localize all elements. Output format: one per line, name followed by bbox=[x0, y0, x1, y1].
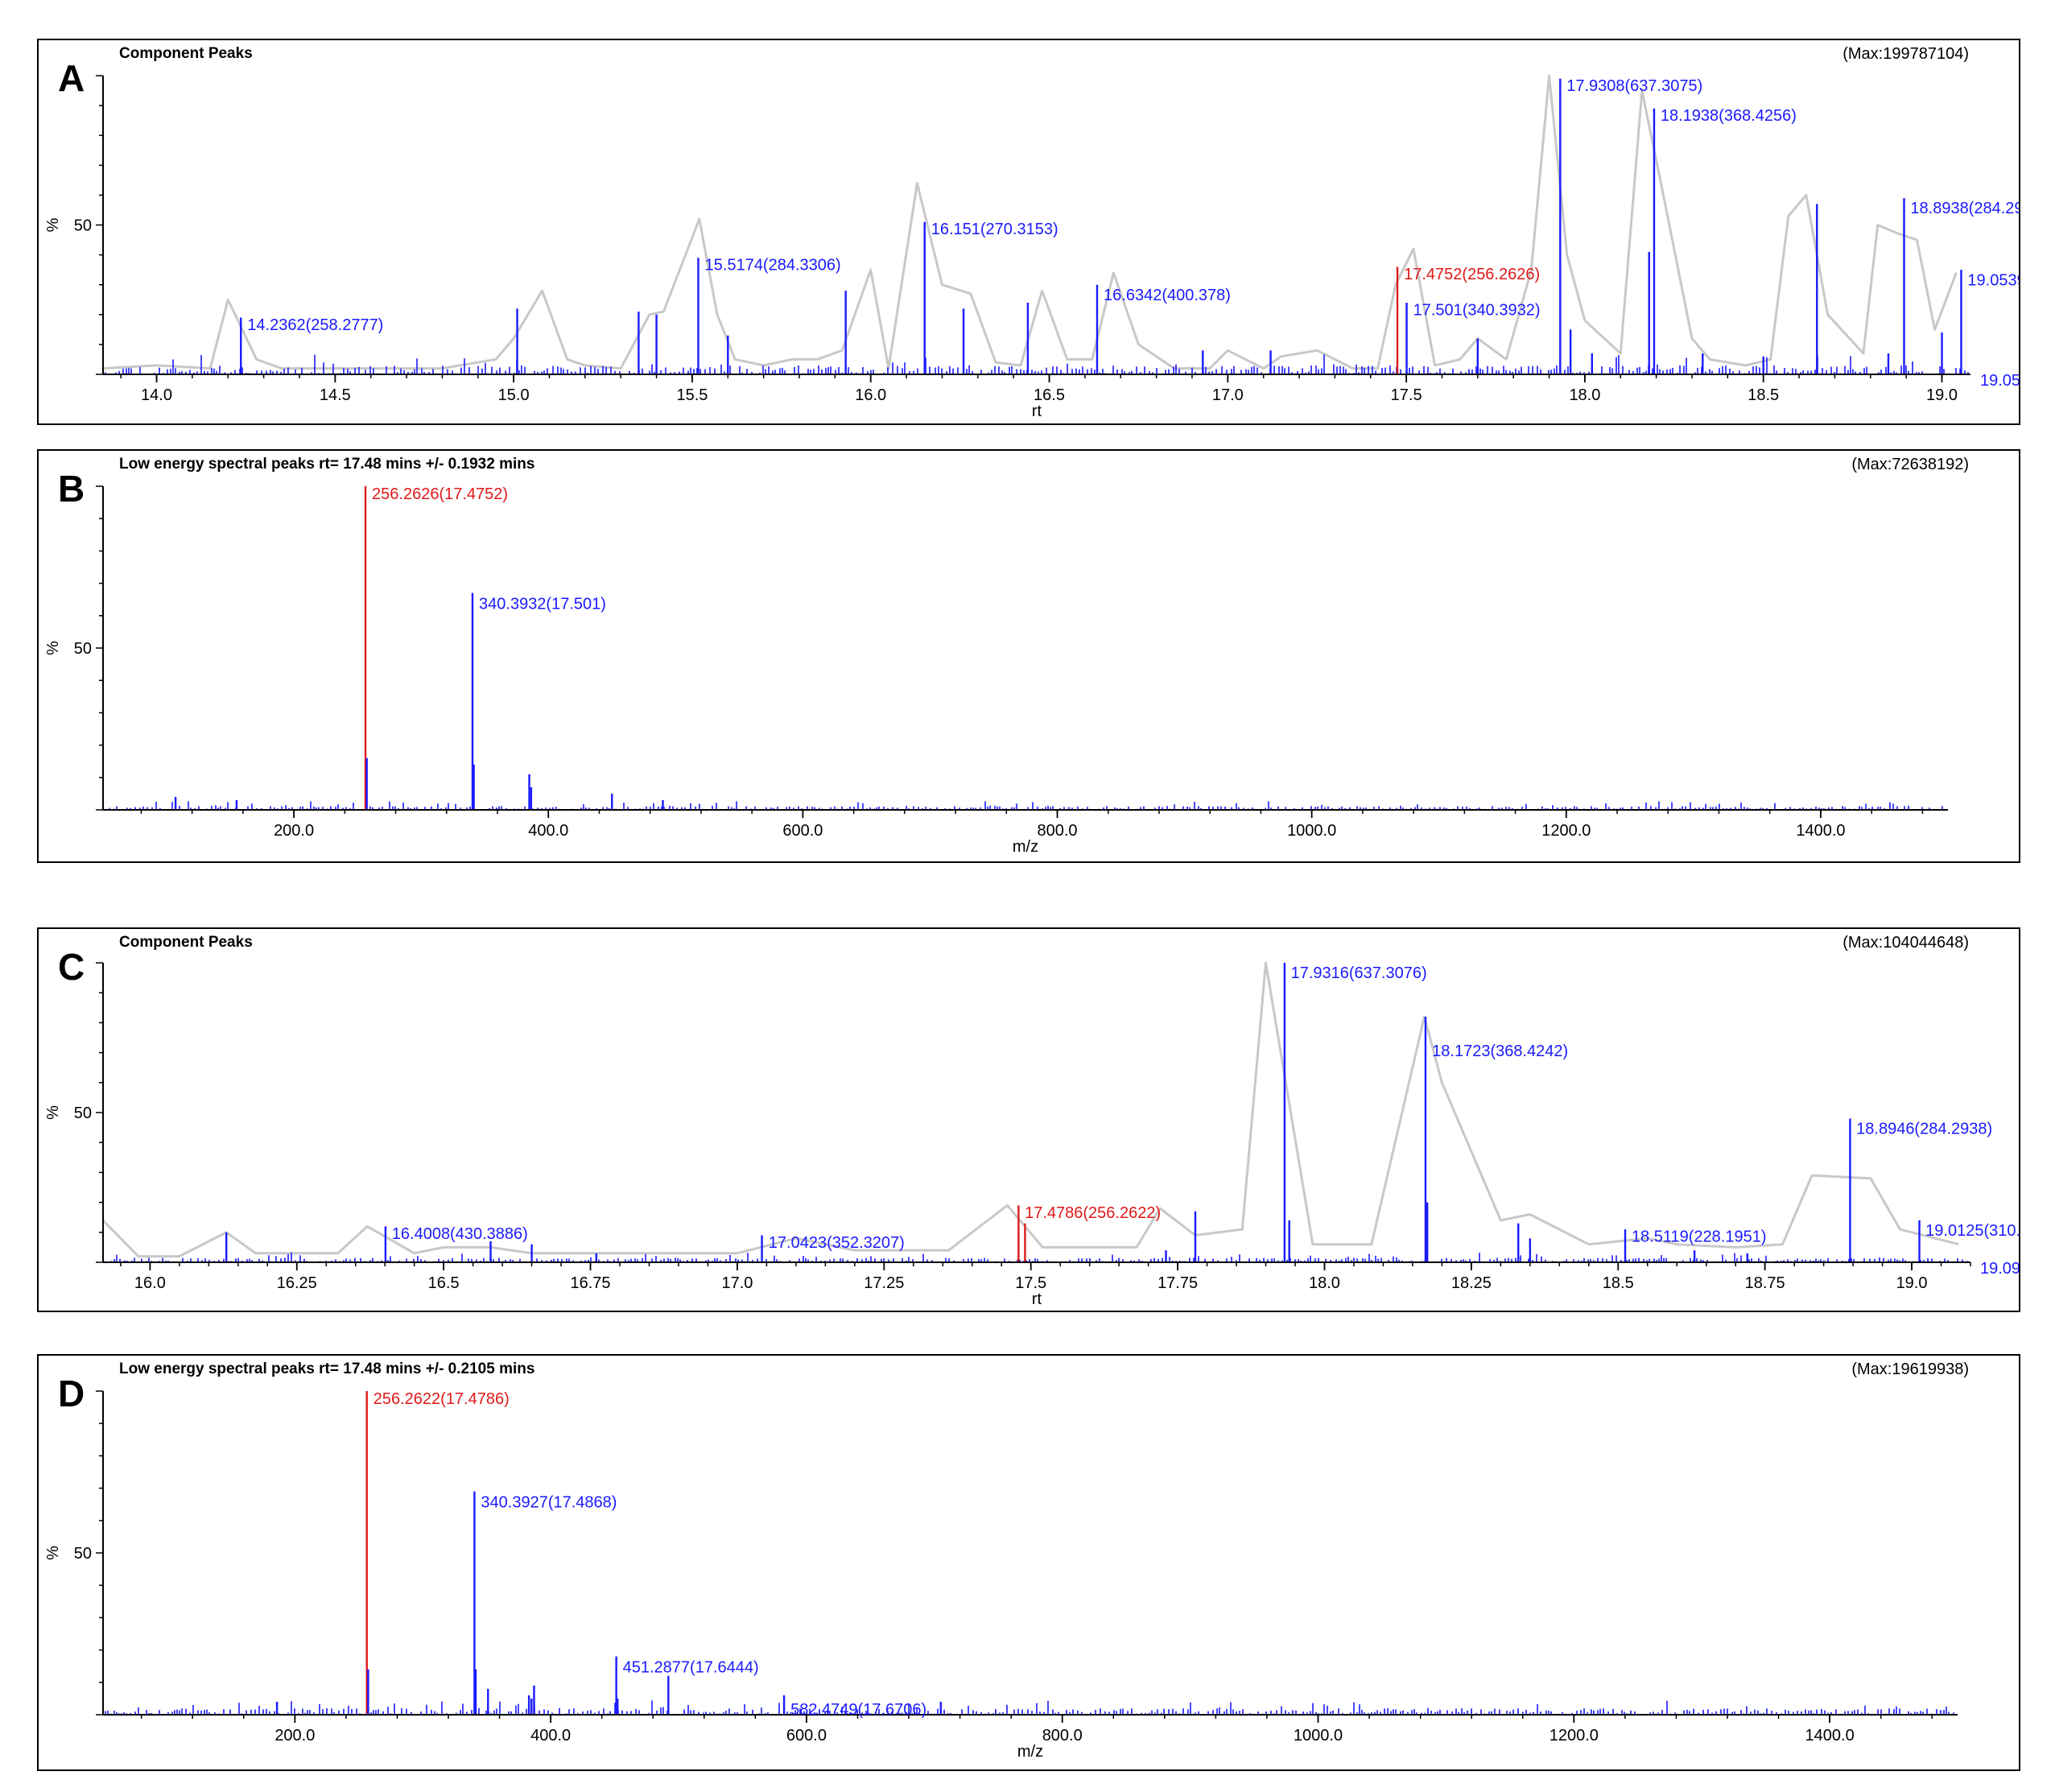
x-tick-label: 14.0 bbox=[141, 386, 172, 404]
x-axis-label: rt bbox=[1032, 1290, 1042, 1308]
x-tick-label: 18.25 bbox=[1451, 1274, 1492, 1292]
x-tick-label: 17.0 bbox=[721, 1274, 753, 1292]
max-intensity-label: (Max:104044648) bbox=[1842, 934, 1969, 952]
peak-annotation: 256.2626(17.4752) bbox=[372, 485, 508, 503]
peak-annotation: 451.2877(17.6444) bbox=[623, 1659, 759, 1677]
y-axis-label: % bbox=[44, 1546, 62, 1560]
x-axis-label: m/z bbox=[1013, 838, 1038, 856]
peak-annotation: 18.1938(368.4256) bbox=[1661, 107, 1797, 125]
max-intensity-label: (Max:199787104) bbox=[1842, 45, 1969, 63]
peak-annotation: 17.9316(637.3076) bbox=[1291, 964, 1427, 982]
peak-annotation: 340.3932(17.501) bbox=[479, 596, 606, 613]
chart-panel-c: C Component Peaks (Max:104044648) 50% 16.… bbox=[37, 927, 2020, 1312]
x-tick-label: 15.5 bbox=[676, 386, 708, 404]
x-tick-label: 16.0 bbox=[134, 1274, 166, 1292]
x-tick-label: 400.0 bbox=[530, 1727, 571, 1745]
peak-annotation: 18.8946(284.2938) bbox=[1856, 1121, 1992, 1138]
x-tick-label: 16.75 bbox=[571, 1274, 611, 1292]
x-tick-label: 17.75 bbox=[1157, 1274, 1198, 1292]
peak-annotation: 16.6342(400.378) bbox=[1104, 287, 1231, 304]
peak-annotation: 17.501(340.3932) bbox=[1413, 301, 1541, 319]
x-tick-label: 17.0 bbox=[1212, 386, 1244, 404]
peak-annotation: 18.8938(284.29 bbox=[1910, 200, 2020, 217]
peak-annotation: 19.0539 bbox=[1967, 271, 2020, 289]
x-tick-label: 400.0 bbox=[528, 822, 568, 840]
peak-annotation: 17.4752(256.2626) bbox=[1404, 266, 1540, 283]
x-tick-label: 14.5 bbox=[320, 386, 351, 404]
y-axis-label: % bbox=[44, 641, 62, 655]
spectrum-plot: 50% 200.0 400.0 600.0 800.0 1000.0 1200.0 1400.… bbox=[44, 1390, 1958, 1761]
x-tick-label: 600.0 bbox=[782, 822, 823, 840]
peak-annotation: 340.3927(17.4868) bbox=[481, 1494, 617, 1512]
x-axis-label: rt bbox=[1032, 403, 1042, 420]
x-tick-label: 800.0 bbox=[1042, 1727, 1083, 1745]
x-tick-label: 1000.0 bbox=[1294, 1727, 1343, 1745]
peak-annotation: 18.1723(368.4242) bbox=[1432, 1043, 1568, 1060]
panel-letter: D bbox=[58, 1373, 85, 1414]
peak-annotation: 17.0423(352.3207) bbox=[769, 1234, 905, 1252]
chart-title: Component Peaks bbox=[119, 934, 253, 951]
y-axis-label: % bbox=[44, 217, 62, 232]
axis-end-label: 19.0596 bbox=[1980, 372, 2020, 390]
y-tick-label: 50 bbox=[74, 640, 92, 658]
x-tick-label: 18.5 bbox=[1603, 1274, 1634, 1292]
x-tick-label: 16.5 bbox=[1034, 386, 1065, 404]
y-tick-label: 50 bbox=[74, 217, 92, 235]
x-tick-label: 1200.0 bbox=[1550, 1727, 1599, 1745]
y-axis-label: % bbox=[44, 1105, 62, 1120]
chart-title: Low energy spectral peaks rt= 17.48 mins… bbox=[119, 456, 535, 473]
chromatogram-plot: 50% 14.0 14.5 15.0 15.5 16.0 16.5 17.0 17.5 18.0 1… bbox=[44, 74, 2020, 420]
x-tick-label: 18.0 bbox=[1569, 386, 1600, 404]
peak-annotation: 16.151(270.3153) bbox=[931, 221, 1058, 238]
x-tick-label: 1200.0 bbox=[1541, 822, 1591, 840]
panel-letter: A bbox=[58, 57, 85, 99]
peak-annotation: 17.4786(256.2622) bbox=[1025, 1204, 1161, 1222]
x-tick-label: 17.5 bbox=[1391, 386, 1422, 404]
max-intensity-label: (Max:19619938) bbox=[1851, 1361, 1969, 1378]
y-tick-label: 50 bbox=[74, 1545, 92, 1563]
x-tick-label: 200.0 bbox=[274, 1727, 315, 1745]
x-tick-label: 18.0 bbox=[1309, 1274, 1340, 1292]
peak-annotation: 582.4749(17.6706) bbox=[790, 1701, 926, 1719]
x-tick-label: 15.0 bbox=[498, 386, 530, 404]
peak-annotation: 256.2622(17.4786) bbox=[373, 1390, 510, 1408]
x-tick-label: 16.5 bbox=[428, 1274, 460, 1292]
x-tick-label: 18.75 bbox=[1745, 1274, 1785, 1292]
peak-annotation: 19.0125(310.3 bbox=[1925, 1222, 2020, 1240]
spectrum-plot: 50% 200.0 400.0 600.0 800.0 1000.0 1200.0 1400.… bbox=[44, 485, 1948, 856]
envelope-line bbox=[101, 961, 1959, 1258]
x-tick-label: 16.0 bbox=[855, 386, 886, 404]
x-tick-label: 1000.0 bbox=[1287, 822, 1336, 840]
x-tick-label: 200.0 bbox=[274, 822, 314, 840]
x-tick-label: 18.5 bbox=[1748, 386, 1779, 404]
x-tick-label: 1400.0 bbox=[1796, 822, 1845, 840]
x-tick-label: 19.0 bbox=[1896, 1274, 1928, 1292]
x-tick-label: 1400.0 bbox=[1805, 1727, 1855, 1745]
max-intensity-label: (Max:72638192) bbox=[1851, 456, 1969, 473]
x-tick-label: 17.5 bbox=[1015, 1274, 1046, 1292]
peak-annotation: 15.5174(284.3306) bbox=[705, 257, 841, 275]
peak-annotation: 16.4008(430.3886) bbox=[392, 1225, 528, 1243]
envelope-line bbox=[102, 74, 1958, 370]
chart-panel-b: B Low energy spectral peaks rt= 17.48 mi… bbox=[37, 449, 2020, 863]
peak-annotation: 14.2362(258.2777) bbox=[247, 316, 383, 334]
peak-annotation: 18.5119(228.1951) bbox=[1632, 1228, 1767, 1246]
x-tick-label: 600.0 bbox=[786, 1727, 827, 1745]
peak-annotation: 17.9308(637.3075) bbox=[1566, 77, 1702, 95]
chart-panel-d: D Low energy spectral peaks rt= 17.48 mi… bbox=[37, 1354, 2020, 1771]
chromatogram-plot: 50% 16.0 16.25 16.5 16.75 17.0 17.25 17.5 17.75 1… bbox=[44, 961, 2020, 1308]
chart-title: Component Peaks bbox=[119, 45, 253, 62]
x-tick-label: 17.25 bbox=[864, 1274, 904, 1292]
x-tick-label: 16.25 bbox=[277, 1274, 317, 1292]
chart-title: Low energy spectral peaks rt= 17.48 mins… bbox=[119, 1361, 535, 1377]
x-axis-label: m/z bbox=[1017, 1743, 1043, 1761]
axis-end-label: 19.0994 bbox=[1980, 1260, 2020, 1278]
x-tick-label: 19.0 bbox=[1926, 386, 1958, 404]
panel-letter: B bbox=[58, 468, 85, 510]
chart-panel-a: A Component Peaks (Max:199787104) 50% 14.… bbox=[37, 39, 2020, 425]
y-tick-label: 50 bbox=[74, 1105, 92, 1122]
x-tick-label: 800.0 bbox=[1037, 822, 1077, 840]
panel-letter: C bbox=[58, 946, 85, 988]
